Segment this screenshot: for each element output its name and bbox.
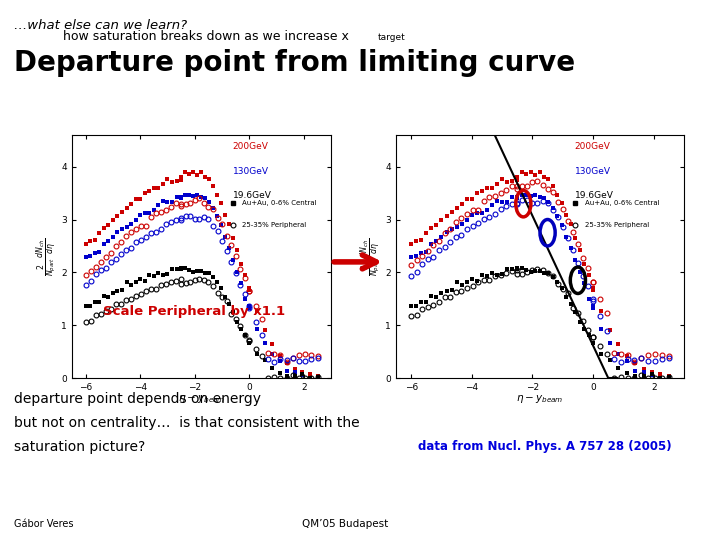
Text: 200GeV: 200GeV [233,142,269,151]
Text: 25-35% Peripheral: 25-35% Peripheral [585,222,649,228]
Text: Departure point from limiting curve: Departure point from limiting curve [14,49,575,77]
Text: Gábor Veres: Gábor Veres [14,519,74,529]
Text: 130GeV: 130GeV [233,166,269,176]
Text: 19.6GeV: 19.6GeV [233,191,271,200]
Text: …what else can we learn?: …what else can we learn? [14,19,187,32]
Text: 25-35% Peripheral: 25-35% Peripheral [242,222,306,228]
Text: 200GeV: 200GeV [575,142,611,151]
X-axis label: $\eta - y_{beam}$: $\eta - y_{beam}$ [178,393,225,405]
Y-axis label: $\frac{2}{N_{part}} \frac{dN_{ch}}{d\eta}$: $\frac{2}{N_{part}} \frac{dN_{ch}}{d\eta… [35,238,60,275]
Text: Au+Au, 0-6% Central: Au+Au, 0-6% Central [242,200,316,206]
Text: Scale Peripheral by x1.1: Scale Peripheral by x1.1 [104,305,285,318]
Text: 130GeV: 130GeV [575,166,611,176]
Text: saturation picture?: saturation picture? [14,440,145,454]
Text: departure point depends on energy: departure point depends on energy [14,392,261,406]
Text: 19.6GeV: 19.6GeV [575,191,613,200]
Y-axis label: $\frac{2}{N_{part}} \frac{dN_{ch}}{d\eta}$: $\frac{2}{N_{part}} \frac{dN_{ch}}{d\eta… [359,238,384,275]
Text: data from Nucl. Phys. A 757 28 (2005): data from Nucl. Phys. A 757 28 (2005) [418,440,671,453]
Text: how saturation breaks down as we increase x: how saturation breaks down as we increas… [43,30,349,43]
X-axis label: $\eta - y_{beam}$: $\eta - y_{beam}$ [516,393,564,405]
Text: Au+Au, 0-6% Central: Au+Au, 0-6% Central [585,200,660,206]
Text: QM’05 Budapest: QM’05 Budapest [302,519,389,529]
Text: but not on centrality…  is that consistent with the: but not on centrality… is that consisten… [14,416,360,430]
Text: target: target [378,33,406,43]
